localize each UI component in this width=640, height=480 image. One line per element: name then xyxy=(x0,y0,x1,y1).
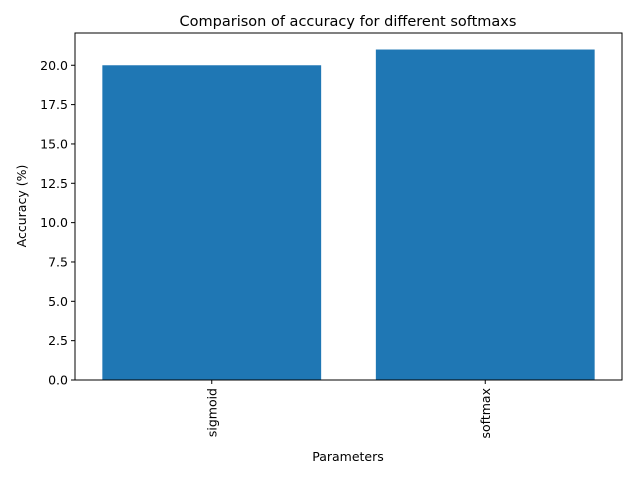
y-axis-label: Accuracy (%) xyxy=(14,165,29,248)
y-tick-label: 2.5 xyxy=(48,333,68,348)
x-tick-label: softmax xyxy=(478,388,493,438)
y-tick-label: 10.0 xyxy=(40,215,68,230)
y-tick-label: 17.5 xyxy=(40,97,68,112)
bar-softmax xyxy=(375,49,595,381)
y-tick-label: 20.0 xyxy=(40,58,68,73)
y-tick-label: 12.5 xyxy=(40,176,68,191)
chart-title: Comparison of accuracy for different sof… xyxy=(180,14,517,30)
y-tick-label: 7.5 xyxy=(48,254,68,269)
x-axis-label: Parameters xyxy=(312,449,384,464)
y-tick-label: 0.0 xyxy=(48,373,68,388)
y-tick-label: 5.0 xyxy=(48,294,68,309)
bars-group xyxy=(102,49,595,381)
bar-sigmoid xyxy=(102,65,322,380)
y-tick-label: 15.0 xyxy=(40,136,68,151)
y-axis-ticks: 0.0 2.5 5.0 7.5 10.0 12.5 15.0 17.5 20.0 xyxy=(40,58,75,388)
x-tick-label: sigmoid xyxy=(204,388,219,437)
axes-frame xyxy=(74,32,623,381)
x-axis-ticks: sigmoid softmax xyxy=(204,380,493,438)
